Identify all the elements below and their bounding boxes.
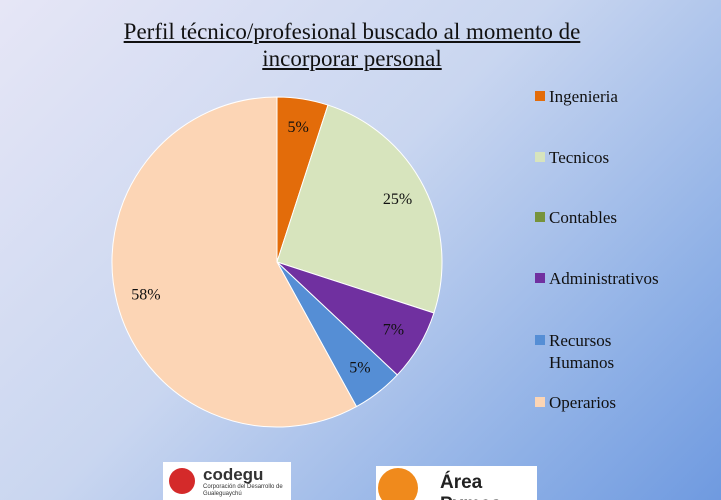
area-pymes-logo: Área Pymes bbox=[376, 466, 537, 500]
data-label: 5% bbox=[349, 360, 370, 377]
data-label: 5% bbox=[288, 119, 309, 136]
legend-swatch bbox=[535, 273, 545, 283]
legend-label: Ingenieria bbox=[549, 87, 618, 106]
pie-slice bbox=[111, 96, 358, 428]
legend-swatch bbox=[535, 91, 545, 101]
logo-text: Área Pymes bbox=[440, 472, 501, 500]
logo-subtitle: Corporación del Desarrollo de Gualeguayc… bbox=[203, 484, 283, 497]
legend-label: Administrativos bbox=[549, 269, 659, 288]
data-label: 25% bbox=[383, 191, 412, 208]
data-label: 58% bbox=[131, 286, 160, 303]
data-label: 7% bbox=[383, 322, 404, 339]
pie-slice bbox=[276, 104, 443, 314]
legend-item: Ingenieria bbox=[535, 86, 639, 108]
legend-item: Operarios bbox=[535, 392, 639, 414]
legend-swatch bbox=[535, 152, 545, 162]
legend-swatch bbox=[535, 397, 545, 407]
logo-icon bbox=[169, 468, 195, 494]
legend-swatch bbox=[535, 335, 545, 345]
legend-label: Operarios bbox=[549, 393, 617, 412]
chart-title: Perfil técnico/profesional buscado al mo… bbox=[123, 19, 581, 71]
legend-swatch bbox=[535, 212, 545, 222]
legend-item: Tecnicos bbox=[535, 147, 639, 169]
legend-label: Recursos Humanos bbox=[549, 331, 615, 372]
legend-label: Contables bbox=[549, 208, 617, 227]
legend-item: Contables bbox=[535, 207, 639, 229]
legend-item: Administrativos bbox=[535, 268, 659, 290]
logo-icon bbox=[378, 468, 418, 500]
legend-label: Tecnicos bbox=[549, 148, 610, 167]
codegu-logo: codegu Corporación del Desarrollo de Gua… bbox=[163, 462, 291, 500]
legend-item: Recursos Humanos bbox=[535, 330, 639, 374]
logo-text: codegu bbox=[203, 465, 264, 484]
